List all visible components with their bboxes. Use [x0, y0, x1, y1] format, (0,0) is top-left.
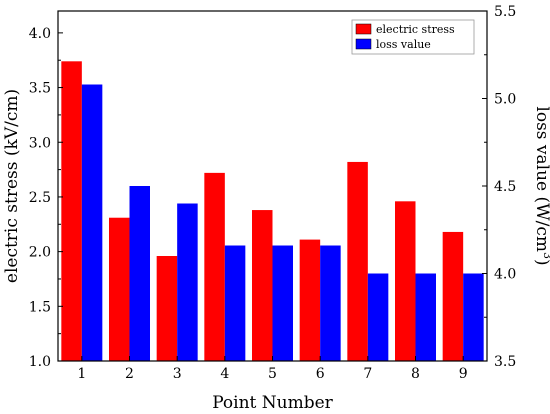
bar-loss-value-2: [129, 186, 150, 361]
bar-loss-value-9: [463, 273, 484, 361]
x-tick-label: 6: [316, 366, 325, 382]
left-y-tick-label: 2.0: [29, 245, 51, 261]
bar-loss-value-6: [320, 245, 341, 361]
right-y-tick-label: 3.5: [494, 354, 516, 370]
bar-electric-stress-2: [109, 217, 130, 361]
right-y-tick-label: 4.5: [494, 179, 516, 195]
bar-loss-value-5: [272, 245, 293, 361]
left-y-tick-label: 2.5: [29, 190, 51, 206]
bar-loss-value-7: [367, 273, 389, 361]
bar-electric-stress-5: [252, 210, 273, 361]
x-tick-label: 7: [363, 366, 372, 382]
legend-box: [351, 19, 475, 55]
bar-electric-stress-1: [61, 61, 82, 361]
bar-electric-stress-6: [299, 239, 321, 361]
x-tick-label: 9: [459, 366, 468, 382]
right-y-axis-title-close: ): [532, 259, 550, 266]
legend-label-electric-stress: electric stress: [376, 23, 455, 36]
left-y-tick-label: 4.0: [29, 26, 51, 42]
right-y-axis-title-main: loss value (W/cm: [532, 106, 550, 252]
x-tick-label: 5: [268, 366, 277, 382]
bar-electric-stress-8: [395, 201, 416, 361]
bar-loss-value-1: [81, 84, 103, 361]
right-y-axis-title-superscript: 3: [541, 252, 550, 259]
left-y-tick-label: 1.0: [29, 354, 51, 370]
left-y-axis: 1.0 1.5 2.0 2.5 3.0 3.5 4.0: [29, 26, 63, 370]
left-y-tick-label: 1.5: [29, 299, 51, 315]
legend-label-loss-value: loss value: [376, 38, 431, 51]
bar-electric-stress-7: [347, 161, 368, 361]
right-y-tick-label: 5.0: [494, 92, 516, 108]
bar-loss-value-4: [224, 245, 246, 361]
right-y-tick-label: 5.5: [494, 4, 516, 20]
left-y-axis-title: electric stress (kV/cm): [2, 89, 22, 283]
legend: electric stress loss value: [351, 19, 475, 55]
bar-loss-value-3: [177, 203, 198, 361]
x-axis-title: Point Number: [212, 393, 333, 413]
right-y-tick-label: 4.0: [494, 267, 516, 283]
left-y-tick-label: 3.5: [29, 81, 51, 97]
legend-swatch-electric-stress: [355, 23, 372, 35]
x-tick-label: 1: [77, 366, 86, 382]
x-axis: 1 2 3 4 5 6 7 8 9: [77, 356, 468, 382]
right-y-axis-title: loss value (W/cm3): [532, 106, 550, 265]
left-y-tick-label: 3.0: [29, 135, 51, 151]
bar-electric-stress-4: [204, 172, 225, 361]
x-tick-label: 2: [125, 366, 134, 382]
bar-electric-stress-3: [156, 256, 178, 361]
bar-loss-value-8: [415, 273, 436, 361]
bar-electric-stress-9: [442, 231, 464, 361]
legend-swatch-loss-value: [355, 38, 372, 50]
bars-layer: [61, 61, 484, 361]
right-y-axis: 3.5 4.0 4.5 5.0 5.5: [482, 4, 516, 370]
x-tick-label: 4: [220, 366, 229, 382]
x-tick-label: 8: [411, 366, 420, 382]
x-tick-label: 3: [173, 366, 182, 382]
